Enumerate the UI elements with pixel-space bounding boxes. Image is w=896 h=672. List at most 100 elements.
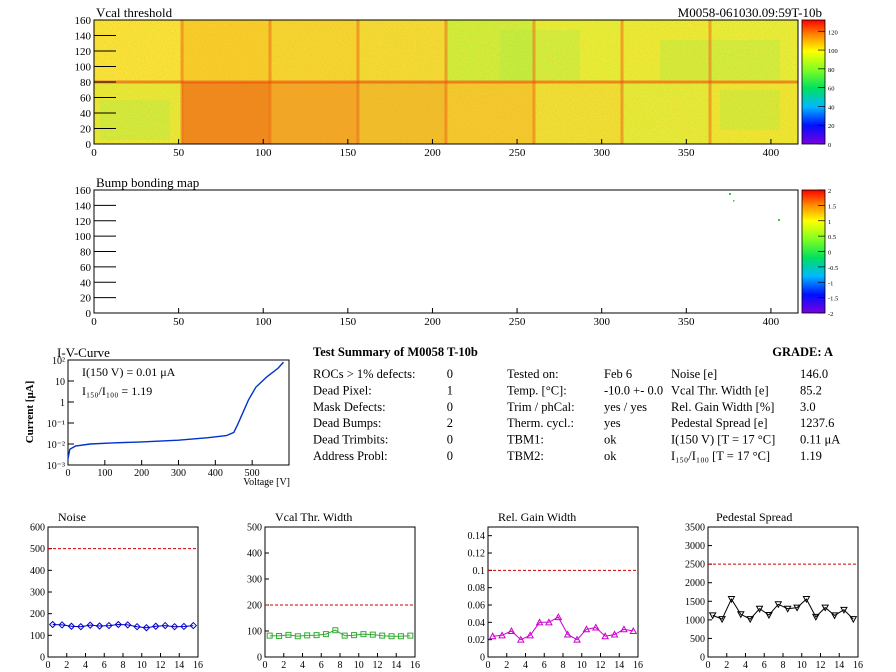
- data-point: [811, 613, 820, 621]
- summary-right-label: I(150 V) [T = 17 °C]: [671, 433, 775, 447]
- summary-right-value: 146.0: [800, 367, 828, 381]
- data-point: [379, 632, 386, 639]
- roc-plot-title: Pedestal Spread: [716, 510, 792, 524]
- roc-plot-title: Vcal Thr. Width: [275, 510, 352, 524]
- x-tick-label: 14: [174, 660, 184, 671]
- x-tick-label: 10: [354, 660, 364, 671]
- roc-plot-4: Pedestal Spread 0 2 4 6 8 10 12 14 16 0 500 1000 1500…: [685, 510, 863, 671]
- colorbar-label: -2: [828, 311, 833, 318]
- y-tick-label: 100: [247, 627, 262, 638]
- summary-right-label: Vcal Thr. Width [e]: [671, 383, 769, 397]
- y-tick-label: 140: [75, 200, 92, 212]
- iv-x-tick-label: 400: [208, 468, 223, 479]
- data-point: [133, 622, 141, 631]
- y-tick-label: 0.02: [468, 635, 486, 646]
- summary-right-value: 0.11 μA: [800, 433, 840, 447]
- y-tick-label: 20: [80, 293, 92, 305]
- heat-patch: [660, 40, 780, 80]
- x-tick-label: 400: [763, 316, 780, 328]
- summary-left-label: Mask Defects:: [313, 400, 386, 414]
- summary-mid-label: Trim / phCal:: [507, 400, 575, 414]
- data-point: [285, 631, 292, 638]
- data-point: [526, 631, 535, 639]
- vcal-threshold-heatmap: [94, 20, 799, 144]
- dead-bump-pixel: [729, 193, 731, 195]
- data-point: [582, 625, 591, 633]
- summary-left-label: Dead Pixel:: [313, 383, 372, 397]
- data-point: [341, 632, 348, 639]
- data-point: [67, 622, 76, 630]
- data-point: [563, 630, 572, 638]
- roc-block: [534, 82, 623, 144]
- data-point: [840, 606, 848, 614]
- summary-mid-label: TBM1:: [507, 433, 544, 447]
- x-tick-label: 2: [64, 660, 69, 671]
- y-tick-label: 60: [80, 93, 92, 105]
- module-id-header: M0058-061030.09:59T-10b: [678, 5, 822, 20]
- data-point: [266, 632, 273, 639]
- summary-left-value: 2: [447, 416, 453, 430]
- heat-patch: [100, 100, 170, 140]
- iv-frame: [67, 359, 290, 466]
- data-point: [830, 612, 839, 620]
- x-tick-label: 8: [338, 660, 343, 671]
- summary-right-value: 1.19: [800, 449, 822, 463]
- iv-x-tick-label: 200: [134, 468, 149, 479]
- summary-left-value: 0: [447, 433, 453, 447]
- y-tick-label: 600: [30, 523, 45, 534]
- data-point: [591, 623, 600, 631]
- summary-right-label: Noise [e]: [671, 367, 717, 381]
- summary-mid-label: Therm. cycl.:: [507, 416, 574, 430]
- x-tick-label: 12: [596, 660, 606, 671]
- roc-block: [710, 20, 799, 83]
- iv-curve-panel: I-V-Curve 0 100 200 300 400 500 10² 10 1 10⁻¹ 10⁻²…: [24, 345, 290, 488]
- x-tick-label: 0: [91, 316, 97, 328]
- colorbar-label: 100: [828, 48, 838, 55]
- summary-right-label: Pedestal Spread [e]: [671, 416, 768, 430]
- heat-patch: [720, 90, 780, 130]
- roc-block: [270, 20, 359, 83]
- y-tick-label: 500: [247, 523, 262, 534]
- colorbar-label: 20: [828, 123, 835, 130]
- y-tick-label: 0.06: [468, 601, 486, 612]
- y-tick-label: 60: [80, 262, 92, 274]
- y-tick-label: 0: [700, 653, 705, 664]
- summary-mid-label: Tested on:: [507, 367, 559, 381]
- colorbar-label: 80: [828, 67, 835, 74]
- x-tick-label: 16: [410, 660, 420, 671]
- data-point: [736, 611, 745, 619]
- data-point: [765, 612, 773, 620]
- x-tick-label: 0: [91, 147, 97, 159]
- x-tick-label: 50: [173, 147, 185, 159]
- data-point: [708, 612, 717, 620]
- y-tick-label: 2000: [685, 578, 705, 589]
- data-point: [388, 633, 395, 640]
- y-tick-label: 100: [30, 631, 45, 642]
- data-point: [152, 622, 160, 630]
- iv-x-tick-label: 0: [66, 468, 71, 479]
- y-tick-label: 0.14: [468, 531, 486, 542]
- x-tick-label: 400: [763, 147, 780, 159]
- data-point: [746, 616, 755, 624]
- y-tick-label: 80: [80, 247, 92, 259]
- summary-mid-value: -10.0 +- 0.0: [604, 383, 663, 397]
- data-point: [718, 616, 726, 624]
- y-tick-label: 120: [75, 216, 92, 228]
- iv-y-tick-label: 1: [60, 398, 65, 409]
- colorbar-label: -1.5: [828, 296, 838, 303]
- data-point: [276, 632, 283, 639]
- iv-y-tick-label: 10²: [52, 356, 65, 367]
- roc-block: [710, 82, 799, 144]
- colorbar-label: 1: [828, 219, 831, 226]
- summary-left-label: Dead Bumps:: [313, 416, 381, 430]
- x-tick-label: 150: [340, 147, 357, 159]
- roc-block: [534, 20, 623, 83]
- data-point: [545, 618, 553, 626]
- iv-x-tick-label: 300: [171, 468, 186, 479]
- roc-block: [182, 20, 271, 83]
- roc-plot-1: Noise 0 2 4 6 8 10 12 14 16 0 100 200 300 400 500 600: [30, 510, 203, 671]
- summary-mid-value: Feb 6: [604, 367, 632, 381]
- x-tick-label: 10: [137, 660, 147, 671]
- summary-rows: ROCs > 1% defects: 0 Dead Pixel: 1 Mask Defe…: [313, 367, 840, 463]
- x-tick-label: 16: [633, 660, 643, 671]
